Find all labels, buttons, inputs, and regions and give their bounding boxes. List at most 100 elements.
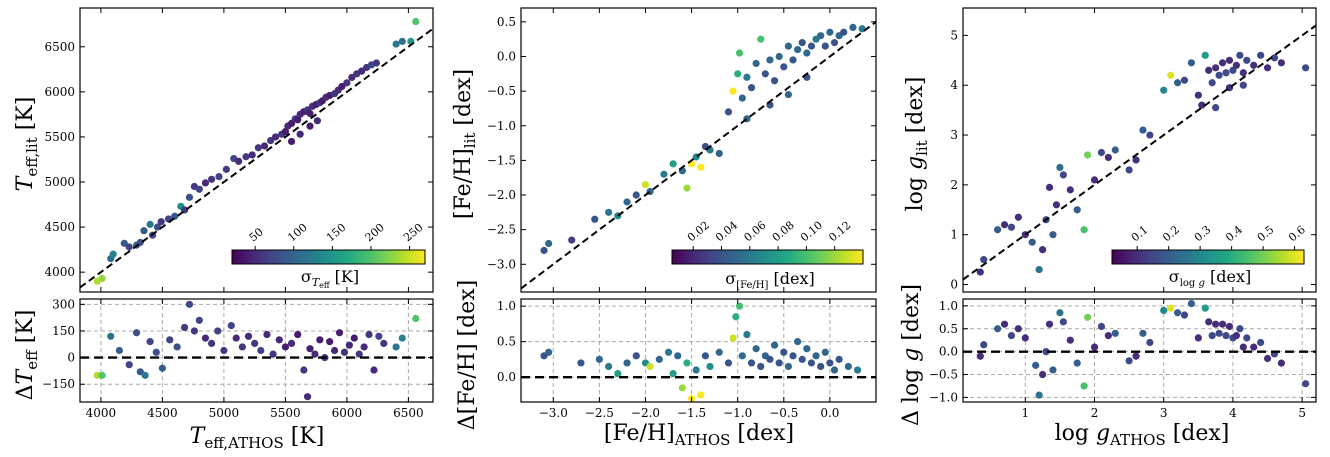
feh-bottom-point	[780, 348, 788, 356]
teff-top-point	[120, 239, 128, 247]
logg-bottom-point	[1160, 306, 1168, 315]
logg-bottom-point	[1218, 320, 1227, 328]
logg-bottom-xtick-label: 1	[1021, 406, 1029, 420]
feh-top-point	[807, 42, 816, 50]
logg-bottom-point	[1201, 304, 1209, 312]
feh-top-ytick-label: −0.5	[487, 84, 516, 98]
teff-colorbar	[231, 249, 426, 265]
teff-bottom-point	[244, 332, 253, 340]
teff-bottom-point	[306, 345, 314, 353]
feh-top-point	[568, 236, 576, 244]
feh-bottom-xtick-label: −1.5	[677, 406, 706, 420]
logg-bottom-point	[1059, 318, 1067, 326]
feh-bottom-point	[678, 384, 686, 392]
feh-bottom-point	[784, 362, 793, 371]
logg-bottom-point	[1236, 325, 1244, 333]
logg-top-point	[1194, 91, 1202, 99]
logg-top-point	[1208, 79, 1216, 87]
logg-bottom-point	[1167, 304, 1175, 312]
feh-bottom-point	[683, 359, 691, 367]
teff-bottom-point	[263, 330, 271, 339]
feh-bottom-point	[798, 355, 806, 363]
logg-bottom-xtick-label: 3	[1160, 406, 1168, 420]
logg-bottom-point	[1007, 332, 1016, 340]
logg-top-point	[1236, 51, 1244, 59]
teff-top-point	[235, 157, 243, 165]
teff-bottom-point	[345, 341, 353, 349]
feh-bottom-point	[595, 355, 603, 363]
logg-bottom-point	[1225, 322, 1234, 331]
logg-colorbar-tick-label: 0.6	[1286, 223, 1308, 244]
teff-top-point	[98, 274, 106, 283]
feh-top-point	[540, 246, 548, 255]
logg-top-one-to-one-line	[962, 24, 1317, 281]
feh-bottom-point	[706, 362, 714, 371]
teff-top-point	[208, 175, 216, 183]
logg-top-point	[1180, 76, 1189, 84]
teff-bottom-point	[392, 343, 400, 351]
teff-top-point	[242, 153, 250, 161]
feh-top-point	[747, 84, 756, 92]
logg-bottom-point	[1139, 329, 1147, 337]
feh-bottom-point	[821, 348, 829, 356]
logg-colorbar-label: σlog g [dex]	[1169, 267, 1251, 289]
logg-bottom-ytick-label: −1.0	[929, 390, 958, 404]
logg-top-point	[1201, 51, 1209, 59]
feh-bottom-point	[844, 362, 852, 371]
logg-top-point	[1270, 54, 1279, 62]
logg-top-point	[1132, 156, 1140, 164]
teff-bottom-point	[355, 350, 363, 358]
teff-bottom-point	[185, 300, 194, 308]
logg-bottom-point	[1073, 359, 1081, 367]
logg-bottom-point	[1045, 320, 1054, 328]
logg-top-point	[980, 256, 988, 264]
logg-colorbar-tick-label: 0.1	[1129, 223, 1151, 244]
teff-bottom-xtick-label: 4000	[86, 406, 117, 420]
logg-top-point	[1225, 56, 1234, 64]
feh-bottom-frame	[520, 298, 877, 403]
feh-bottom-point	[697, 391, 705, 399]
teff-colorbar-label: σTeff [K]	[301, 267, 359, 290]
logg-top-point	[1052, 201, 1061, 209]
logg-top-point	[1146, 131, 1154, 139]
feh-bottom-xtick-label: −1.0	[723, 406, 752, 420]
feh-bottom-xtick-label: −3.0	[539, 406, 568, 420]
logg-top-point	[994, 226, 1002, 234]
logg-bottom-point	[1097, 322, 1106, 331]
teff-colorbar-tick-label: 50	[247, 225, 266, 244]
feh-bottom-point	[735, 302, 744, 310]
logg-bottom-ylabel: Δ log g [dex]	[899, 284, 924, 426]
teff-bottom-point	[275, 336, 283, 344]
teff-top-ytick-label: 6000	[44, 85, 75, 99]
feh-top-plot: −3.0 −2.5 −2.0 −1.5 −1.0 −0.5 0.0 0.5	[487, 7, 877, 293]
teff-bottom-point	[208, 339, 216, 347]
feh-top-ytick-label: 0.5	[497, 15, 516, 29]
logg-bottom-point	[1277, 359, 1285, 367]
logg-bottom-point	[1083, 313, 1092, 321]
teff-colorbar-tick-label: 250	[401, 221, 425, 244]
teff-top-point	[201, 179, 210, 187]
teff-colorbar-tick-label: 200	[363, 221, 387, 244]
feh-top-frame	[520, 7, 877, 293]
feh-top-ytick-label: −1.5	[487, 153, 516, 167]
logg-bottom-point	[1257, 338, 1265, 347]
teff-top-point	[215, 172, 223, 181]
teff-top-point	[153, 223, 162, 231]
feh-top-point	[724, 108, 733, 116]
feh-bottom-point	[757, 362, 765, 371]
logg-bottom-point	[1263, 354, 1272, 363]
feh-bottom-point	[752, 345, 760, 353]
teff-top-point	[338, 82, 346, 91]
feh-bottom-point	[743, 330, 751, 339]
feh-bottom-xtick-label: −0.5	[769, 406, 798, 420]
logg-top-point	[1049, 231, 1057, 239]
logg-top-point	[1028, 238, 1036, 246]
teff-top-point	[398, 37, 406, 45]
logg-bottom-point	[1125, 357, 1133, 365]
feh-bottom-point	[738, 352, 746, 360]
logg-bottom-point	[1146, 338, 1154, 347]
logg-bottom-xtick-label: 2	[1091, 406, 1099, 420]
feh-bottom-point	[807, 359, 816, 367]
feh-colorbar-tick-label: 0.12	[826, 219, 853, 245]
